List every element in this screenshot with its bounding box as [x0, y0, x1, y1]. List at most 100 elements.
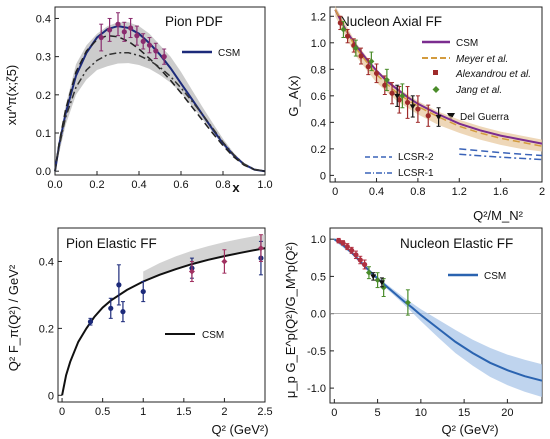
y-tick-label: 1.0	[311, 38, 326, 50]
y-tick-label: 0.1	[36, 128, 51, 140]
x-ticks: 0 0.5 1 1.5 2 2.5	[59, 398, 273, 418]
x-ticks: 0 5 10 15 20	[331, 399, 514, 419]
data-point	[396, 97, 402, 103]
chart-marks	[334, 5, 543, 161]
x-tick-label: 1.0	[257, 179, 272, 191]
x-tick-label: 1.6	[493, 186, 508, 198]
x-tick-label: 0.2	[89, 179, 104, 191]
y-axis-label: μ_p G_E^p(Q²)/G_M^p(Q²)	[283, 242, 298, 398]
y-ticks: 0 0.2 0.4	[39, 256, 62, 402]
y-tick-label: 0.5	[311, 271, 326, 283]
y-tick-label: -1.0	[307, 383, 326, 395]
data-point	[370, 274, 377, 280]
legend-label-meyer: Meyer et al.	[456, 54, 508, 65]
y-tick-label: 0.4	[39, 256, 54, 268]
data-point	[140, 288, 146, 295]
data-point	[404, 99, 411, 106]
chart-marks	[61, 234, 266, 396]
legend-label-csm: CSM	[484, 271, 506, 282]
x-tick-label: 0.6	[173, 179, 188, 191]
y-tick-label: 0.2	[39, 323, 54, 335]
data-point	[382, 82, 388, 88]
data-point	[374, 277, 381, 284]
series-line-3	[459, 153, 543, 161]
data-point	[368, 58, 375, 65]
x-tick-label: 15	[458, 407, 470, 419]
y-ticks: 0.0 0.1 0.2 0.3 0.4	[36, 13, 59, 178]
data-point	[344, 244, 350, 250]
x-axis-label: x	[232, 180, 240, 195]
y-tick-label: 0.4	[36, 13, 51, 25]
y-tick-label: 0.4	[311, 117, 326, 129]
data-point	[425, 113, 431, 119]
x-tick-label: 2	[221, 406, 227, 418]
data-point	[358, 53, 364, 59]
y-tick-label: -0.5	[307, 346, 326, 358]
y-tick-label: 0	[320, 170, 326, 182]
x-axis-label: Q²/M_N²	[473, 208, 524, 223]
x-tick-label: 20	[501, 407, 513, 419]
data-point	[340, 26, 347, 33]
uncertainty-band	[55, 22, 265, 172]
data-point	[399, 92, 406, 99]
data-point	[107, 27, 113, 33]
y-ticks: 1.0 0.5 0.0 -0.5 -1.0	[307, 234, 334, 395]
data-point	[365, 64, 371, 70]
data-point	[415, 106, 421, 112]
y-tick-label: 0.2	[36, 90, 51, 102]
x-axis-label: Q² (GeV²)	[211, 422, 268, 437]
series-line-0	[61, 247, 266, 396]
data-point	[87, 319, 94, 325]
x-tick-label: 1	[140, 406, 146, 418]
plot-frame	[329, 6, 543, 183]
data-point	[383, 76, 390, 83]
x-tick-label: 0	[59, 406, 65, 418]
data-point	[352, 45, 359, 52]
data-point	[188, 268, 195, 275]
series-line-1	[54, 34, 266, 172]
data-point	[257, 245, 264, 252]
x-ticks: 0.0 0.2 0.4 0.6 0.8 1.0	[47, 171, 273, 191]
legend-marker-alexandrou	[433, 70, 438, 75]
data-point	[389, 90, 395, 96]
y-tick-label: 0.0	[311, 309, 326, 321]
data-point	[140, 38, 146, 44]
data-point	[349, 247, 355, 253]
x-ticks: 0 0.4 0.8 1.2 1.6 2	[332, 178, 545, 198]
plot-frame	[329, 227, 543, 404]
chart-title: Nucleon Axial FF	[340, 14, 442, 29]
series-line-2	[54, 52, 266, 172]
y-tick-label: 0.0	[36, 166, 51, 178]
data-point	[362, 261, 368, 268]
x-tick-label: 1.2	[452, 186, 467, 198]
plot-frame	[54, 6, 266, 176]
data-point	[344, 33, 351, 39]
data-point	[115, 21, 121, 27]
legend-label-csm: CSM	[218, 48, 240, 59]
data-point	[394, 93, 401, 99]
data-point	[336, 238, 342, 244]
y-axis-label: xu^π(x;ζ5)	[4, 65, 19, 126]
panel-nucleon-elastic-ff: Nucleon Elastic FF Q² (GeV²) μ_p G_E^p(Q…	[283, 227, 543, 437]
data-point	[357, 257, 363, 263]
y-tick-label: 0.2	[311, 144, 326, 156]
x-tick-label: 0.4	[369, 186, 384, 198]
data-point	[353, 252, 359, 258]
y-tick-label: 1.0	[311, 234, 326, 246]
y-tick-label: 1.2	[311, 11, 326, 23]
label-lcsr-2: LCSR-2	[398, 152, 434, 163]
y-axis-label: G_A(x)	[286, 75, 301, 116]
chart-title: Pion PDF	[165, 14, 223, 29]
data-point	[120, 309, 126, 315]
data-point	[146, 42, 153, 48]
data-point	[108, 305, 114, 311]
x-axis-label: Q² (GeV²)	[441, 422, 498, 437]
label-del-guerra: Del Guerra	[460, 112, 509, 123]
x-tick-label: 0.4	[131, 179, 146, 191]
data-point	[128, 25, 134, 31]
data-point	[378, 280, 385, 286]
x-tick-label: 10	[415, 407, 427, 419]
panel-pion-elastic-ff: Pion Elastic FF Q² (GeV²) Q² F_π(Q²) / G…	[6, 227, 273, 437]
y-tick-label: 0.8	[311, 64, 326, 76]
